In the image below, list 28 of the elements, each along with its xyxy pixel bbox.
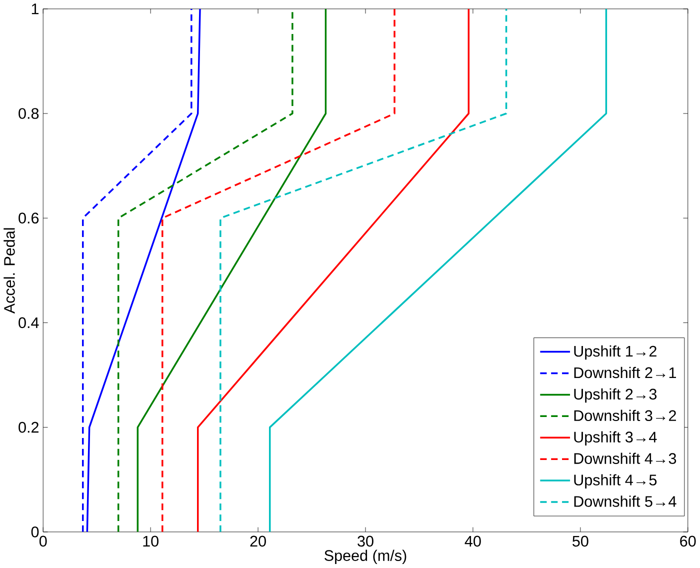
line-series xyxy=(220,9,508,532)
legend-label: Upshift 1→2 xyxy=(574,346,656,360)
y-axis-title: Accel. Pedal xyxy=(4,228,15,314)
x-tick-label: 10 xyxy=(143,536,158,547)
x-tick-label: 40 xyxy=(464,536,481,547)
legend-label: Upshift 4→5 xyxy=(574,474,657,489)
y-tick-label: 0 xyxy=(31,526,39,538)
x-tick-label: 60 xyxy=(680,536,696,547)
y-tick-label: 0.4 xyxy=(18,317,39,328)
legend-label: Downshift 3→2 xyxy=(574,410,676,422)
x-tick-label: 20 xyxy=(250,536,266,547)
x-axis-title: Speed (m/s) xyxy=(324,550,406,564)
line-series xyxy=(136,9,327,532)
legend-label: Downshift 4→3 xyxy=(574,452,676,464)
x-tick-label: 0 xyxy=(39,536,47,547)
y-tick-label: 1 xyxy=(32,4,39,14)
line-series xyxy=(117,9,294,532)
legend-label: Downshift 2→1 xyxy=(574,367,676,378)
y-tick-label: 0.6 xyxy=(18,212,39,224)
y-tick-label: 0.8 xyxy=(18,108,39,120)
line-series xyxy=(162,9,396,532)
legend-label: Downshift 5→4 xyxy=(574,496,676,508)
legend-label: Upshift 2→3 xyxy=(574,388,657,403)
x-tick-label: 50 xyxy=(572,536,588,547)
x-tick-label: 30 xyxy=(358,536,374,547)
y-tick-label: 0.2 xyxy=(18,422,38,433)
line-series xyxy=(196,9,470,532)
legend-label: Upshift 3→4 xyxy=(574,431,657,446)
